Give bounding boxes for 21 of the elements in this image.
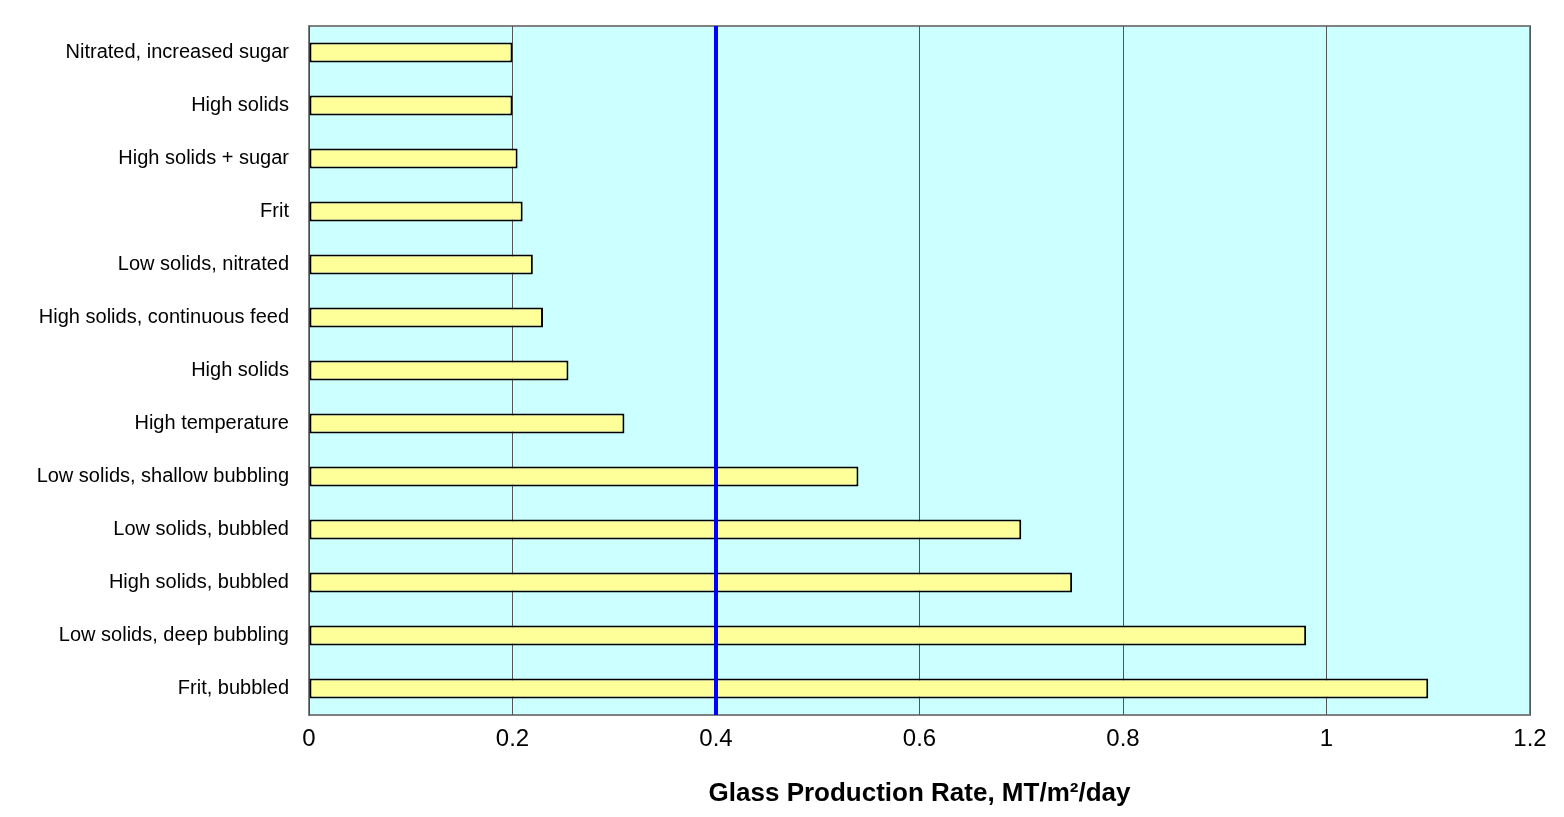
y-tick-label: High solids, continuous feed <box>38 305 289 328</box>
y-tick-label: High solids <box>191 358 289 381</box>
y-tick-label: Low solids, nitrated <box>117 252 289 275</box>
x-tick-label: 1.2 <box>1513 724 1547 752</box>
y-tick-label: Frit, bubbled <box>177 676 289 699</box>
y-tick-label: High solids, bubbled <box>108 570 289 593</box>
y-tick-label: Low solids, shallow bubbling <box>36 464 289 487</box>
y-tick-label: Nitrated, increased sugar <box>65 40 290 63</box>
y-tick-label: Frit <box>260 199 290 222</box>
x-tick-label: 0.6 <box>902 724 937 752</box>
x-tick-label: 0.8 <box>1106 724 1140 752</box>
y-tick-label: Low solids, deep bubbling <box>58 623 289 646</box>
y-tick-label: High temperature <box>134 411 289 434</box>
x-tick-label: 0.4 <box>699 724 733 752</box>
y-tick-label: High solids + sugar <box>118 146 290 169</box>
x-tick-label: 0 <box>302 724 316 752</box>
y-tick-label: High solids <box>191 93 289 116</box>
x-tick-label: 1 <box>1319 724 1334 752</box>
x-axis-title: Glass Production Rate, MT/m²/day <box>708 776 1131 807</box>
x-tick-label: 0.2 <box>495 724 530 752</box>
y-tick-label: Low solids, bubbled <box>113 517 289 540</box>
